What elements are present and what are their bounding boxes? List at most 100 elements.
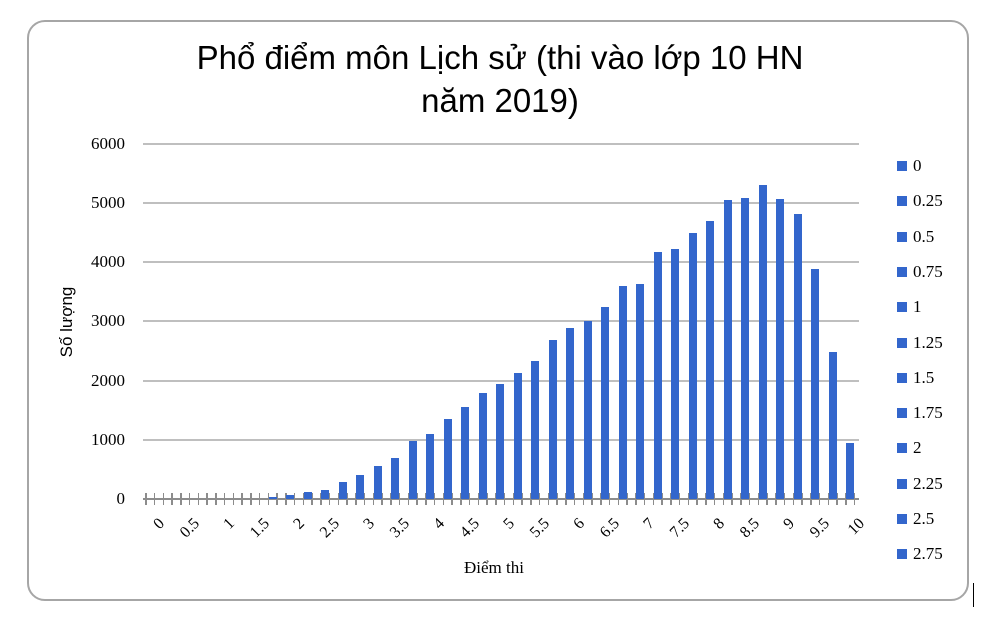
bar-8.75 [758,184,767,499]
bar-5.75 [548,340,557,499]
x-tick-mark [433,493,436,505]
legend-label: 1.5 [913,367,935,387]
bar-4.25 [443,419,452,499]
x-tick-mark [241,493,243,505]
x-tick-mark [661,493,663,505]
x-tick-mark [258,493,261,505]
x-tick-mark [521,493,523,505]
bar-7.5 [671,249,679,499]
text-cursor [973,583,974,607]
x-tick-mark [600,493,602,505]
x-tick-mark [486,493,488,505]
bar-5 [496,383,504,499]
bar-1.75 [268,496,277,499]
x-tick-mark [223,493,226,505]
legend-swatch-icon [897,302,907,313]
legend-swatch-icon [897,549,907,560]
x-tick-mark [678,493,681,505]
x-tick-mark [311,493,313,505]
x-tick-mark [206,493,208,505]
x-tick-mark [328,493,331,505]
x-tick-label: 5 [500,515,519,533]
x-tick-mark [503,493,506,505]
bar-6 [566,328,574,499]
x-tick-mark [363,493,366,505]
x-tick-mark [547,493,549,505]
y-tick-label: 4000 [91,252,125,272]
bar-2.5 [321,490,329,499]
bar-4 [426,433,434,499]
x-tick-mark [460,493,462,505]
x-tick-mark [635,493,637,505]
x-tick-label: 7 [640,515,659,533]
x-tick-mark [845,493,847,505]
x-tick-mark [608,493,611,505]
x-tick-mark [643,493,646,505]
bar-6.25 [583,320,592,499]
x-tick-mark [451,493,453,505]
bar-3.25 [373,466,382,499]
x-tick-mark [477,493,479,505]
x-tick-mark [320,493,322,505]
x-tick-mark [188,493,191,505]
x-tick-mark [293,493,296,505]
x-tick-mark [416,493,418,505]
legend-label: 1.75 [913,403,943,423]
x-tick-label: 7.5 [666,515,694,542]
gridline [143,202,859,204]
x-tick-mark [556,493,558,505]
x-tick-mark [337,493,339,505]
y-tick-label: 1000 [91,429,125,449]
x-tick-label: 4.5 [456,515,484,542]
x-tick-mark [818,493,821,505]
x-tick-mark [757,493,759,505]
bar-8 [706,221,714,499]
x-tick-mark [346,493,348,505]
x-tick-label: 3.5 [386,515,414,542]
legend-swatch-icon [897,443,907,454]
bar-6.5 [601,306,609,499]
x-tick-label: 6.5 [596,515,624,542]
x-tick-mark [810,493,812,505]
legend-label: 2.75 [913,544,943,564]
x-tick-mark [425,493,427,505]
x-tick-mark [372,493,374,505]
chart-title: Phổ điểm môn Lịch sử (thi vào lớp 10 HN … [100,36,900,122]
x-tick-mark [722,493,724,505]
x-tick-mark [731,493,733,505]
x-tick-mark [670,493,672,505]
legend-label: 1.25 [913,332,943,352]
x-tick-mark [652,493,654,505]
legend-label: 0.75 [913,261,943,281]
x-tick-label: 3 [360,515,379,533]
x-tick-mark [215,493,217,505]
x-tick-label: 5.5 [526,515,554,542]
x-tick-label: 8.5 [736,515,764,542]
y-tick-label: 2000 [91,370,125,390]
legend-label: 0.5 [913,226,935,246]
x-tick-mark [696,493,698,505]
x-tick-label: 0 [150,515,169,533]
legend-swatch-icon [897,408,907,419]
x-tick-mark [276,493,278,505]
x-tick-mark [355,493,357,505]
x-tick-mark [827,493,829,505]
x-tick-mark [792,493,794,505]
x-tick-mark [250,493,252,505]
bar-9.25 [793,213,802,499]
x-tick-mark [468,493,471,505]
x-tick-mark [713,493,716,505]
x-tick-mark [153,493,156,505]
bar-4.75 [478,393,487,499]
x-tick-mark [390,493,392,505]
x-tick-label: 1.5 [246,515,274,542]
bar-10 [846,443,854,499]
legend-swatch-icon [897,478,907,489]
x-tick-mark [591,493,593,505]
x-tick-label: 4 [430,515,449,533]
bar-3 [356,474,364,499]
x-tick-mark [687,493,689,505]
x-tick-label: 2 [290,515,309,533]
bar-5.5 [531,361,539,499]
